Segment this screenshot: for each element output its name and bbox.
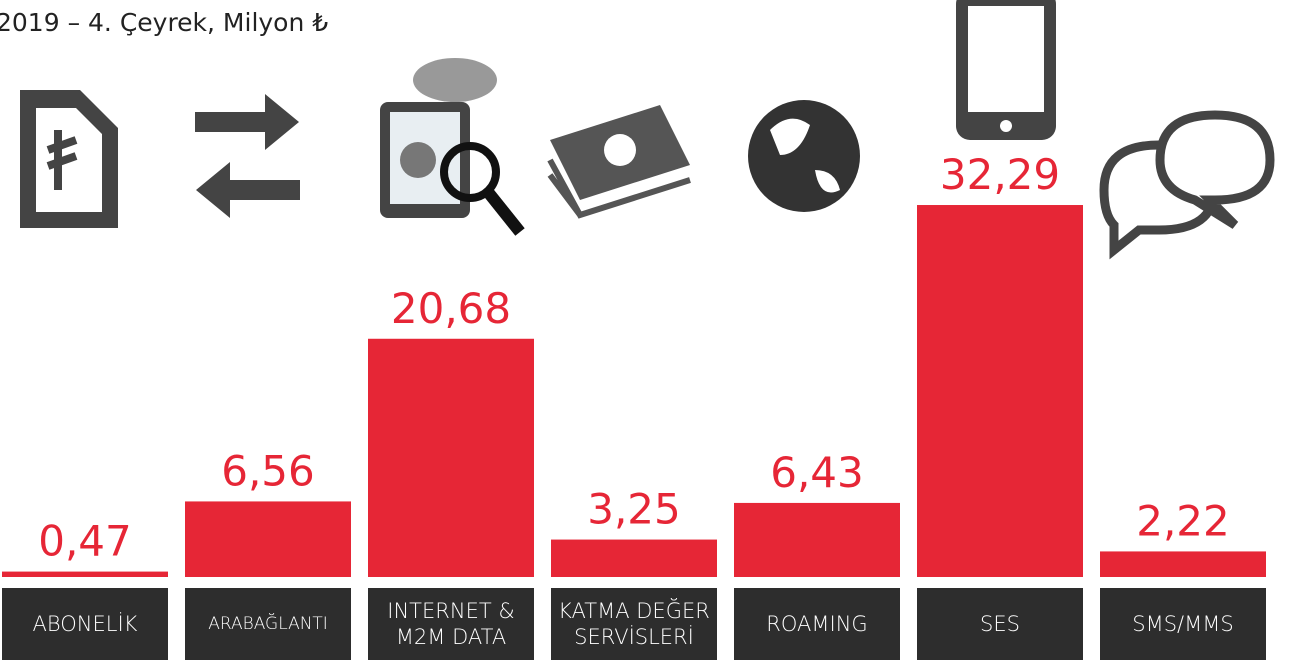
- value-label: 6,56: [221, 446, 315, 495]
- bar: [734, 502, 900, 577]
- bar: [2, 571, 168, 577]
- chart-title: 2019 – 4. Çeyrek, Milyon ₺: [0, 8, 329, 37]
- magnifier-handle: [483, 188, 525, 236]
- doc-icon: [20, 90, 118, 228]
- money-coin: [604, 134, 636, 166]
- category-label: INTERNET & M2M DATA: [368, 588, 534, 660]
- pie-icon: [400, 142, 436, 178]
- arrows-icon: [195, 94, 300, 218]
- chat-icon-2: [1155, 110, 1275, 229]
- money-stack: [547, 158, 691, 219]
- globe-icon: [748, 100, 860, 212]
- bar: [185, 501, 351, 577]
- category-label: ARABAĞLANTI: [185, 588, 351, 660]
- category-label: ABONELİK: [2, 588, 168, 660]
- bar: [551, 539, 717, 577]
- value-label: 20,68: [391, 284, 511, 333]
- bar: [917, 205, 1083, 577]
- phone-button: [1000, 120, 1012, 132]
- category-label: SES: [917, 588, 1083, 660]
- value-label: 3,25: [587, 485, 681, 534]
- globe-land: [770, 118, 840, 193]
- category-label: ROAMING: [734, 588, 900, 660]
- value-label: 0,47: [38, 517, 132, 566]
- icons: [20, 0, 1275, 260]
- value-label: 6,43: [770, 448, 864, 497]
- bar: [1100, 551, 1266, 577]
- lira-glyph: [46, 130, 78, 190]
- magnifier: [440, 142, 500, 202]
- category-label: KATMA DEĞER SERVİSLERİ: [551, 588, 717, 660]
- category-label: SMS/MMS: [1100, 588, 1266, 660]
- value-label: 2,22: [1136, 496, 1230, 545]
- value-label: 32,29: [940, 150, 1060, 199]
- phone-screen: [968, 6, 1044, 112]
- bar: [368, 338, 534, 577]
- cloud-icon: [413, 58, 497, 102]
